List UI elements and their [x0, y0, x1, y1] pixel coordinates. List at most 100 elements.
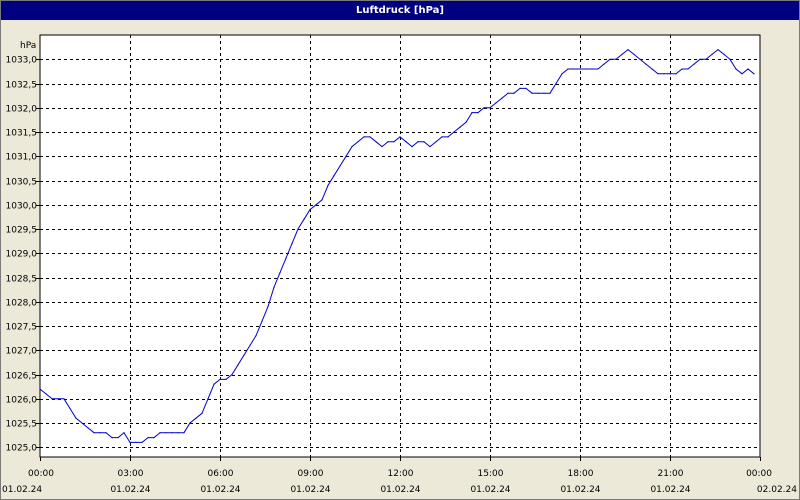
data-point [471, 112, 473, 114]
data-point [111, 437, 113, 439]
data-point [333, 175, 335, 177]
data-point [597, 68, 599, 70]
data-point [339, 165, 341, 167]
data-point [291, 243, 293, 245]
data-point [153, 437, 155, 439]
data-point [147, 437, 149, 439]
data-point [417, 141, 419, 143]
data-point [45, 393, 47, 395]
data-point [429, 146, 431, 148]
data-point [141, 441, 143, 443]
data-point [393, 141, 395, 143]
x-tick-time: 00:00 [746, 469, 772, 479]
data-point [627, 49, 629, 51]
data-point [621, 53, 623, 56]
data-point [741, 73, 743, 75]
data-point [723, 53, 725, 56]
data-point [369, 136, 371, 138]
data-point [747, 68, 749, 70]
data-point [387, 141, 389, 143]
data-point [411, 146, 413, 148]
data-point [261, 320, 263, 322]
x-tick-time: 18:00 [568, 469, 594, 479]
y-tick-label: 1027,0 [6, 347, 38, 357]
data-point [129, 441, 131, 443]
data-point [213, 383, 215, 385]
data-point [585, 68, 587, 70]
x-tick-time: 09:00 [298, 469, 324, 479]
x-tick-date: 01.02.24 [560, 485, 600, 495]
data-point [489, 107, 491, 109]
data-point [603, 63, 605, 65]
pressure-series-line [39, 48, 755, 443]
y-tick-label: 1033,0 [6, 56, 38, 66]
data-point [645, 63, 647, 65]
data-point [441, 136, 443, 138]
data-point [219, 378, 221, 380]
data-point [225, 378, 227, 380]
y-tick-label: 1032,5 [6, 81, 38, 91]
data-point [729, 58, 731, 60]
data-point [459, 126, 461, 128]
data-point [51, 398, 53, 400]
data-point [237, 364, 239, 366]
data-point [105, 432, 107, 434]
data-point [63, 398, 65, 400]
data-point [267, 306, 269, 308]
data-point [651, 68, 653, 70]
data-point [345, 155, 347, 157]
x-tick-date: 01.02.24 [380, 485, 420, 495]
y-tick-label: 1030,0 [6, 202, 38, 212]
data-point [687, 68, 689, 70]
data-point [177, 432, 179, 434]
data-point [423, 141, 425, 143]
data-point [639, 58, 641, 60]
data-point [405, 141, 407, 143]
data-point [189, 422, 191, 424]
x-axis-ticks: 00:00 01.02.24 03:00 01.02.24 06:00 01.02.24 0… [2, 457, 797, 495]
x-tick-date: 01.02.24 [470, 485, 510, 495]
data-point [375, 141, 377, 143]
x-tick-time: 12:00 [388, 469, 414, 479]
data-point [327, 184, 329, 186]
data-point [39, 388, 41, 390]
y-tick-label: 1031,0 [6, 153, 38, 163]
x-tick-date: 01.02.24 [290, 485, 330, 495]
data-point [531, 92, 533, 94]
data-point [309, 209, 311, 211]
data-point [93, 432, 95, 434]
data-point [357, 141, 359, 143]
data-point [495, 102, 497, 104]
data-point [525, 87, 527, 89]
data-point [321, 199, 323, 201]
y-tick-label: 1026,0 [6, 396, 38, 406]
data-point [69, 407, 71, 410]
data-point [699, 58, 701, 60]
data-point [501, 97, 503, 99]
data-point [693, 63, 695, 65]
data-point [681, 68, 683, 70]
data-point [399, 136, 401, 138]
y-tick-label: 1028,0 [6, 299, 38, 309]
data-point [117, 437, 119, 439]
data-point [135, 441, 137, 443]
data-point [663, 73, 665, 75]
data-point [609, 58, 611, 60]
data-point [573, 68, 575, 70]
data-point [297, 228, 299, 230]
data-point [579, 68, 581, 70]
data-point [591, 68, 593, 70]
data-point [159, 432, 161, 434]
data-point [381, 146, 383, 148]
y-tick-label: 1026,5 [6, 372, 38, 382]
data-point [543, 92, 545, 94]
data-point [435, 141, 437, 143]
data-point [285, 257, 287, 259]
x-tick-time: 03:00 [118, 469, 144, 479]
data-point [513, 92, 515, 94]
data-point [363, 136, 365, 138]
x-tick-date: 01.02.24 [110, 485, 150, 495]
data-point [735, 68, 737, 70]
data-point [249, 344, 251, 346]
